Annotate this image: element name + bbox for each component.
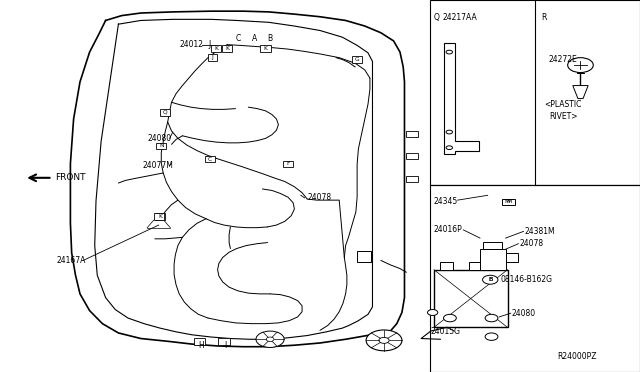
Text: 24080: 24080	[512, 309, 536, 318]
Text: F: F	[286, 161, 290, 166]
Circle shape	[266, 337, 274, 341]
Bar	[353, 56, 362, 62]
Circle shape	[256, 331, 284, 347]
Circle shape	[485, 314, 498, 322]
Text: B: B	[488, 277, 492, 282]
Bar	[406, 153, 418, 159]
Bar	[406, 176, 418, 182]
Text: 24167A: 24167A	[56, 256, 86, 265]
Text: K: K	[225, 46, 229, 51]
Text: <PLASTIC: <PLASTIC	[544, 100, 581, 109]
Bar	[430, 185, 640, 372]
Bar	[430, 0, 640, 185]
Circle shape	[366, 330, 402, 351]
Bar	[194, 338, 205, 345]
Text: 24381M: 24381M	[525, 227, 556, 236]
Bar	[222, 45, 232, 52]
Bar	[406, 131, 418, 137]
Text: A: A	[252, 34, 257, 43]
Text: 24016P: 24016P	[434, 225, 463, 234]
Text: C: C	[236, 34, 241, 43]
Circle shape	[485, 333, 498, 340]
Bar	[506, 253, 518, 262]
Text: 24272E: 24272E	[548, 55, 577, 64]
Text: FRONT: FRONT	[55, 173, 86, 182]
Circle shape	[446, 146, 452, 150]
Circle shape	[446, 50, 452, 54]
Text: K: K	[158, 214, 162, 219]
Text: M: M	[505, 199, 510, 204]
Text: B: B	[268, 34, 273, 43]
Text: I: I	[224, 341, 227, 350]
Bar	[207, 54, 218, 61]
Polygon shape	[573, 86, 588, 99]
Bar	[469, 262, 482, 270]
Bar	[155, 213, 165, 219]
Text: 24078: 24078	[520, 239, 544, 248]
Text: 24345: 24345	[434, 197, 458, 206]
Bar	[156, 142, 166, 149]
Bar	[502, 199, 515, 205]
Text: 24080: 24080	[147, 134, 172, 143]
Text: Q: Q	[434, 13, 440, 22]
Text: M: M	[506, 199, 511, 205]
Circle shape	[568, 58, 593, 73]
Circle shape	[483, 275, 498, 284]
Bar	[205, 156, 215, 162]
Text: K: K	[264, 46, 268, 51]
Bar	[480, 249, 506, 270]
Bar	[357, 251, 371, 262]
Text: 24015G: 24015G	[430, 327, 460, 336]
Text: RIVET>: RIVET>	[549, 112, 578, 121]
Text: K: K	[214, 46, 218, 51]
Text: 24077M: 24077M	[142, 161, 173, 170]
Text: J: J	[208, 40, 211, 49]
Bar	[211, 45, 221, 52]
Text: 24078: 24078	[307, 193, 332, 202]
Text: 24217AA: 24217AA	[443, 13, 477, 22]
Bar	[483, 242, 502, 249]
Text: C: C	[208, 157, 212, 162]
Circle shape	[379, 337, 389, 343]
Circle shape	[444, 314, 456, 322]
Text: N: N	[159, 143, 164, 148]
Text: R24000PZ: R24000PZ	[557, 352, 596, 361]
Text: 24012: 24012	[179, 40, 204, 49]
Text: R: R	[541, 13, 546, 22]
Circle shape	[446, 130, 452, 134]
Polygon shape	[444, 43, 479, 154]
Text: 08146-B162G: 08146-B162G	[500, 275, 552, 284]
Circle shape	[428, 310, 438, 315]
Bar	[434, 270, 508, 327]
Text: J: J	[212, 55, 213, 60]
Bar	[260, 45, 271, 52]
Bar	[283, 160, 293, 167]
Text: H: H	[199, 341, 204, 350]
Bar	[154, 213, 164, 220]
Bar	[218, 338, 230, 345]
Text: B: B	[488, 277, 492, 282]
Text: G: G	[355, 57, 360, 62]
Bar	[160, 109, 170, 115]
Text: Q: Q	[163, 110, 168, 115]
Bar	[440, 262, 453, 270]
